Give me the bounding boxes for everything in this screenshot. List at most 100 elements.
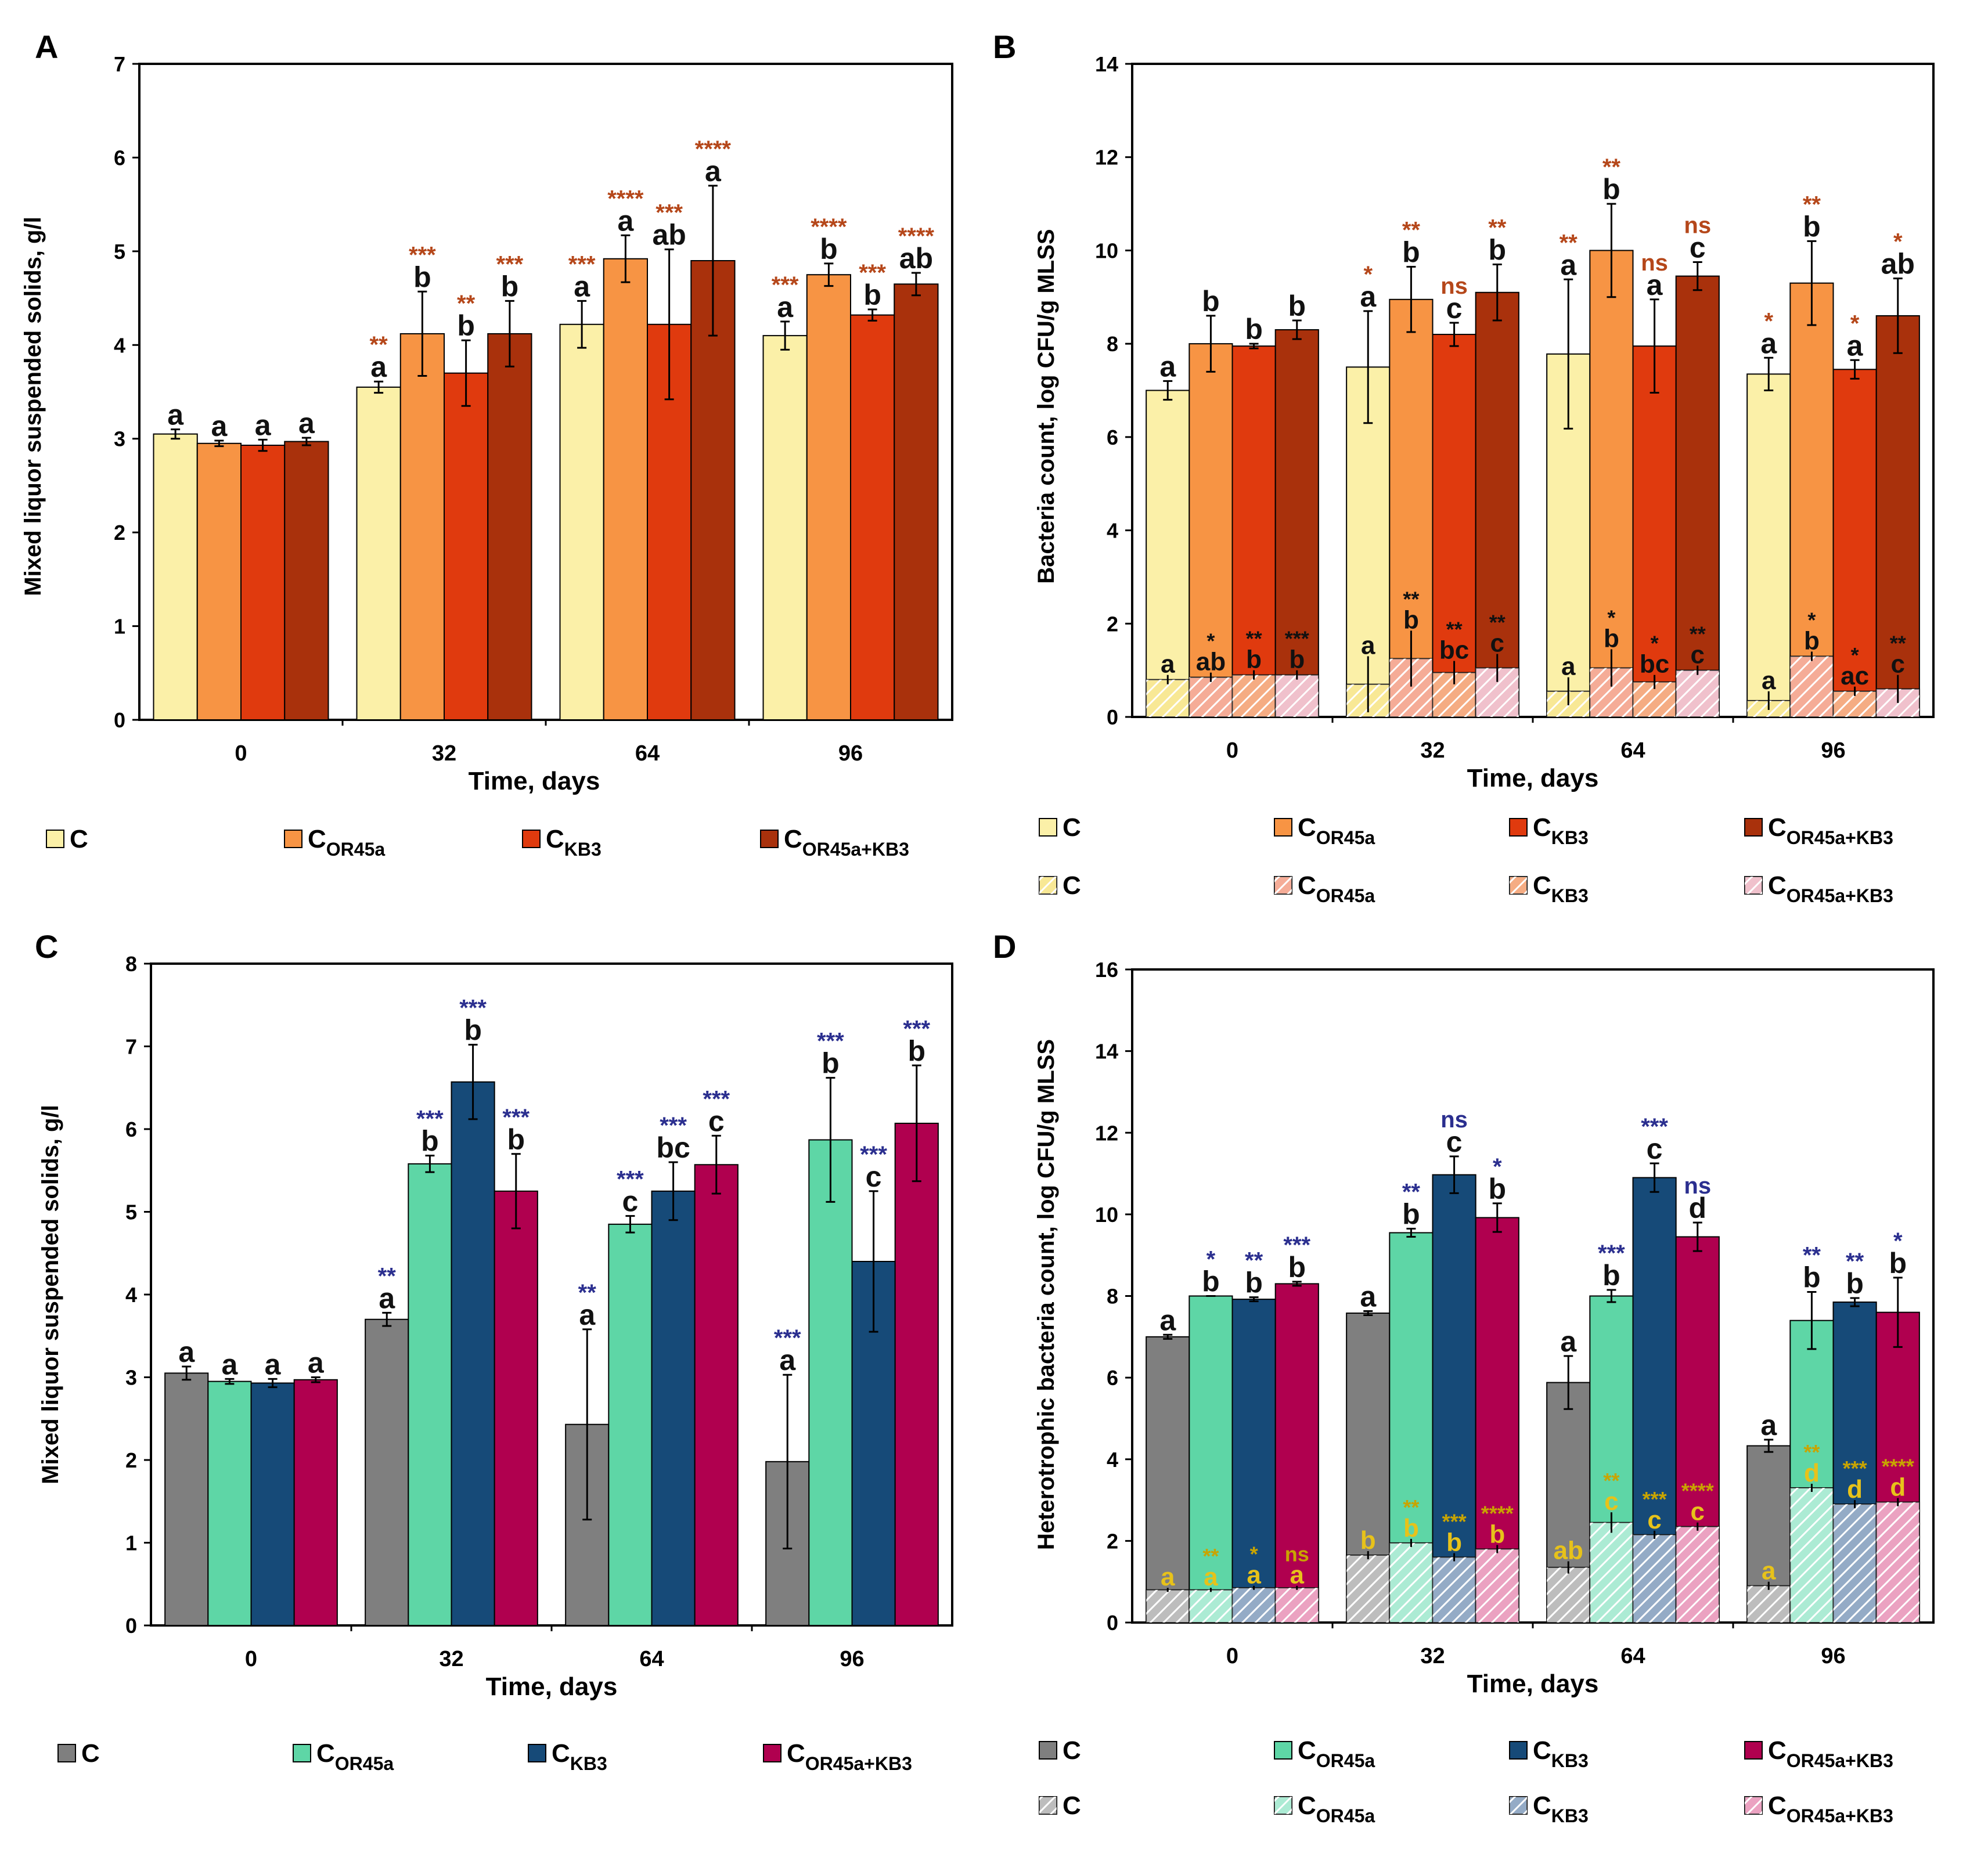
- hatched-significance-letter: d: [1804, 1459, 1820, 1487]
- significance-letter: a: [178, 1336, 195, 1368]
- bar: [1189, 1295, 1233, 1623]
- significance-stars: ***: [860, 1142, 887, 1167]
- legend-swatch: [293, 1744, 311, 1762]
- hatched-significance-letter: d: [1847, 1475, 1863, 1504]
- hatched-significance-letter: a: [1290, 1561, 1305, 1589]
- significance-letter: b: [1245, 1267, 1263, 1299]
- significance-letter: c: [622, 1185, 639, 1218]
- bar: [293, 1379, 338, 1626]
- legend-swatch: [760, 830, 779, 848]
- legend-label: COR45a: [1298, 1791, 1375, 1826]
- legend-label: COR45a+KB3: [1768, 1736, 1893, 1771]
- significance-stars: ***: [502, 1105, 530, 1130]
- legend-swatch: [528, 1744, 546, 1762]
- significance-letter: ab: [652, 219, 686, 251]
- significance-stars: ***: [1641, 1114, 1668, 1140]
- hatched-significance-letter: a: [1561, 652, 1576, 681]
- hatched-bar-pattern: [1232, 1588, 1276, 1623]
- significance-letter: b: [1889, 1247, 1907, 1279]
- panel-c: C Mixed liquor suspended solids, g/l 0 1 2…: [35, 928, 953, 1774]
- legend-label: COR45a+KB3: [787, 1739, 912, 1774]
- significance-letter: b: [457, 309, 475, 342]
- hatched-significance-stars: *: [1250, 1542, 1258, 1566]
- hatched-significance-letter: c: [1691, 641, 1705, 669]
- significance-letter: c: [1690, 232, 1706, 264]
- legend-label: CKB3: [1533, 1791, 1589, 1826]
- panel-b-letter: B: [993, 28, 1016, 65]
- y-tick-label: 3: [114, 427, 125, 451]
- bar: [365, 1318, 409, 1626]
- hatched-bar-pattern: [1790, 1487, 1834, 1623]
- legend-swatch-pattern: [1274, 877, 1292, 894]
- panel-c-x-ticks: 0 32 64 96: [245, 1625, 865, 1671]
- y-tick-label: 4: [114, 333, 125, 357]
- legend-swatch-pattern: [1510, 1797, 1527, 1814]
- x-tick-label: 64: [635, 741, 660, 766]
- significance-letter: a: [211, 410, 228, 442]
- significance-stars: ****: [695, 136, 732, 162]
- panel-a-letter: A: [35, 28, 58, 65]
- bar: [808, 1139, 853, 1626]
- bar: [603, 258, 648, 720]
- x-tick-label: 96: [838, 741, 863, 766]
- significance-stars: ***: [409, 242, 436, 268]
- legend-label: COR45a: [316, 1739, 394, 1774]
- significance-stars: ***: [774, 1325, 801, 1351]
- hatched-significance-letter: bc: [1439, 636, 1469, 665]
- significance-letter: a: [574, 270, 590, 302]
- hatched-bar-pattern: [1876, 1502, 1919, 1623]
- significance-letter: a: [777, 291, 794, 323]
- legend-label: C: [1063, 1736, 1081, 1765]
- y-tick-label: 5: [125, 1201, 137, 1224]
- hatched-significance-letter: c: [1891, 650, 1905, 679]
- hatched-bar-pattern: [1232, 675, 1276, 717]
- hatched-bar-pattern: [1275, 1588, 1319, 1623]
- legend-label: COR45a+KB3: [1768, 813, 1893, 848]
- x-tick-label: 32: [1420, 1644, 1445, 1668]
- legend-label: COR45a+KB3: [1768, 1791, 1893, 1826]
- significance-stars: **: [1402, 1179, 1421, 1205]
- significance-letter: a: [379, 1282, 395, 1314]
- significance-letter: b: [863, 279, 881, 311]
- bar: [651, 1190, 696, 1626]
- significance-letter: a: [1560, 1325, 1577, 1358]
- bar: [207, 1380, 252, 1626]
- y-tick-label: 2: [1107, 612, 1118, 636]
- significance-stars: ****: [898, 223, 935, 249]
- hatched-significance-letter: ac: [1841, 662, 1869, 690]
- bar: [806, 274, 851, 720]
- hatched-significance-stars: **: [1403, 587, 1419, 611]
- significance-letter: a: [1760, 1409, 1777, 1441]
- legend-label: CKB3: [546, 825, 602, 860]
- hatched-bar-pattern: [1790, 656, 1834, 717]
- y-tick-label: 16: [1095, 958, 1118, 982]
- hatched-significance-stars: **: [1202, 1544, 1219, 1568]
- significance-letter: b: [507, 1123, 525, 1156]
- significance-letter: a: [298, 407, 315, 439]
- hatched-significance-letter: b: [1446, 1528, 1462, 1556]
- significance-stars: ns: [1440, 273, 1468, 299]
- significance-letter: ab: [1881, 248, 1915, 280]
- y-tick-label: 0: [1107, 705, 1118, 729]
- significance-stars: ***: [496, 251, 524, 277]
- panel-a-legend: C COR45a CKB3 COR45a+KB3: [46, 825, 909, 860]
- hatched-bar-pattern: [1633, 1534, 1676, 1623]
- significance-letter: a: [579, 1299, 596, 1331]
- significance-letter: b: [1803, 210, 1821, 243]
- significance-stars: **: [1245, 1248, 1263, 1274]
- bar: [694, 1164, 739, 1626]
- significance-stars: ***: [772, 272, 799, 298]
- bar: [1746, 373, 1791, 718]
- y-tick-label: 10: [1095, 239, 1118, 262]
- y-tick-label: 0: [114, 708, 125, 732]
- significance-stars: ***: [617, 1167, 644, 1192]
- hatched-significance-stars: *: [1807, 608, 1816, 632]
- significance-stars: ***: [903, 1016, 930, 1041]
- bar: [284, 441, 329, 720]
- x-tick-label: 96: [840, 1647, 864, 1671]
- x-tick-label: 32: [432, 741, 456, 766]
- hatched-significance-letter: b: [1604, 624, 1619, 652]
- legend-swatch: [1039, 818, 1057, 837]
- panel-b: B Bacteria count, log CFU/g MLSS 0 2 4 6 8 10…: [993, 28, 1935, 906]
- significance-stars: ***: [703, 1086, 730, 1112]
